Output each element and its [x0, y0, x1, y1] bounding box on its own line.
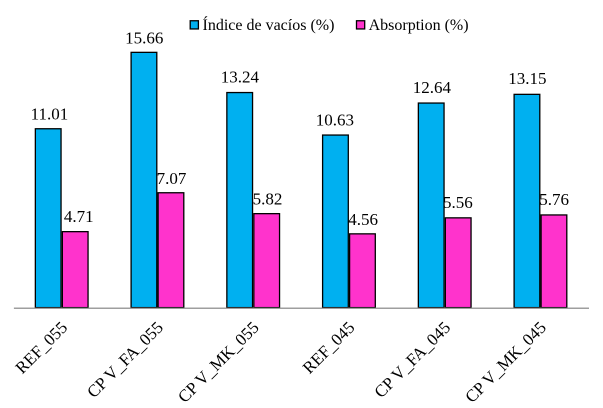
svg-text:4.71: 4.71 — [64, 207, 94, 226]
svg-text:11.01: 11.01 — [31, 104, 69, 123]
svg-text:13.24: 13.24 — [221, 68, 260, 87]
svg-text:15.66: 15.66 — [125, 29, 163, 48]
svg-text:5.56: 5.56 — [443, 193, 473, 212]
svg-text:5.76: 5.76 — [539, 190, 569, 209]
svg-text:4.56: 4.56 — [348, 210, 378, 229]
svg-text:7.07: 7.07 — [157, 169, 187, 188]
svg-text:10.63: 10.63 — [316, 111, 354, 130]
svg-text:5.82: 5.82 — [253, 190, 283, 209]
svg-text:12.64: 12.64 — [413, 78, 452, 97]
svg-text:13.15: 13.15 — [508, 69, 546, 88]
svg-text:Absorption (%): Absorption (%) — [369, 17, 469, 34]
svg-text:Índice de vacíos (%): Índice de vacíos (%) — [203, 15, 335, 34]
